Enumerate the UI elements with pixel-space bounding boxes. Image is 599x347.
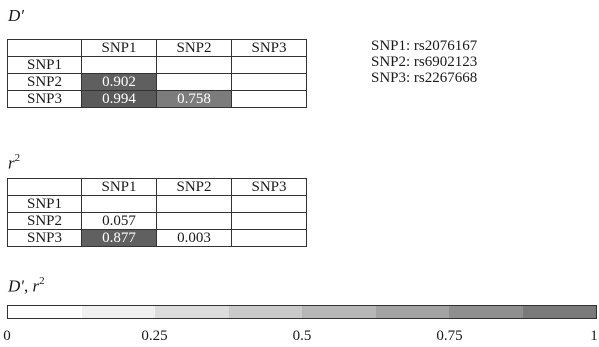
dprime_table-row: SNP2 0.902 — [7, 73, 307, 91]
r2_table-col-header: SNP1 — [81, 178, 157, 196]
color-scale-ticks: 0 0.25 0.5 0.75 1 — [0, 328, 599, 346]
r2_table-value-cell — [231, 195, 307, 213]
dprime_table-header-row: SNP1 SNP2 SNP3 — [7, 39, 307, 57]
dprime_table-value-cell: 0.902 — [81, 73, 157, 91]
color-scale-segment — [155, 306, 229, 318]
scale-label-d: D — [8, 276, 21, 296]
dprime_table-row-header: SNP2 — [7, 73, 82, 91]
r2-label: r2 — [8, 152, 21, 174]
dprime-label-prime: ′ — [20, 6, 24, 25]
r2_table-row-header: SNP3 — [7, 229, 82, 247]
r2_table-value-cell — [156, 212, 232, 230]
dprime_table-value-cell — [81, 56, 157, 74]
dprime_table-value-cell — [231, 73, 307, 91]
r2_table-value-cell: 0.877 — [81, 229, 157, 247]
dprime_table-value-cell: 0.994 — [81, 90, 157, 108]
color-scale-tick-label: 1 — [590, 328, 598, 344]
r2-label-sup: 2 — [14, 152, 21, 164]
dprime_table-col-header: SNP2 — [156, 39, 232, 57]
r2_table-value-cell — [231, 229, 307, 247]
dprime-label-letter: D — [8, 6, 21, 25]
snp-key-line: SNP3: rs2267668 — [371, 70, 478, 86]
dprime_table-value-cell: 0.758 — [156, 90, 232, 108]
r2_table-row: SNP1 — [7, 195, 307, 213]
r2_table-value-cell: 0.057 — [81, 212, 157, 230]
r2_table-row: SNP2 0.057 — [7, 212, 307, 230]
dprime_table-corner-cell — [7, 39, 82, 57]
dprime_table-value-cell — [156, 56, 232, 74]
snp-key-line: SNP1: rs2076167 — [371, 38, 478, 54]
color-scale-segment — [8, 306, 82, 318]
dprime_table-row: SNP1 — [7, 56, 307, 74]
scale-label-sup: 2 — [39, 275, 45, 287]
scale-label-r: r — [32, 276, 40, 296]
dprime_table-col-header: SNP3 — [231, 39, 307, 57]
dprime_table-row: SNP3 0.994 0.758 — [7, 90, 307, 108]
r2-table: SNP1 SNP2 SNP3 SNP1 SNP2 0.057 SNP3 0.877 0.003 — [7, 178, 307, 247]
color-scale-tick-label: 0.5 — [292, 328, 312, 344]
scale-label-prime: ′ — [20, 276, 24, 296]
color-scale-tick-label: 0.25 — [141, 328, 168, 344]
dprime_table-value-cell — [231, 56, 307, 74]
r2_table-value-cell — [156, 195, 232, 213]
r2_table-header-row: SNP1 SNP2 SNP3 — [7, 178, 307, 196]
dprime-table: SNP1 SNP2 SNP3 SNP1 SNP2 0.902 SNP3 0.994 0.758 — [7, 39, 307, 108]
color-scale-segment — [228, 306, 302, 318]
color-scale-segment — [522, 306, 596, 318]
scale-label-sep: , — [24, 276, 33, 296]
dprime_table-value-cell — [156, 73, 232, 91]
r2_table-col-header: SNP2 — [156, 178, 232, 196]
color-scale-segment — [302, 306, 376, 318]
r2_table-row-header: SNP1 — [7, 195, 82, 213]
scale-label: D′, r2 — [8, 275, 45, 297]
dprime-label: D′ — [8, 6, 24, 26]
color-scale-tick-label: 0.75 — [436, 328, 463, 344]
r2_table-value-cell — [81, 195, 157, 213]
r2_table-row-header: SNP2 — [7, 212, 82, 230]
r2_table-corner-cell — [7, 178, 82, 196]
color-scale-segment — [449, 306, 523, 318]
snp-key: SNP1: rs2076167 SNP2: rs6902123 SNP3: rs… — [371, 38, 477, 86]
r2-label-letter: r — [8, 153, 15, 173]
dprime_table-row-header: SNP3 — [7, 90, 82, 108]
color-scale-segment — [81, 306, 155, 318]
color-scale-tick-label: 0 — [3, 328, 11, 344]
color-scale-segment — [375, 306, 449, 318]
r2_table-value-cell: 0.003 — [156, 229, 232, 247]
snp-key-line: SNP2: rs6902123 — [371, 54, 478, 70]
dprime_table-row-header: SNP1 — [7, 56, 82, 74]
dprime_table-col-header: SNP1 — [81, 39, 157, 57]
r2_table-col-header: SNP3 — [231, 178, 307, 196]
r2_table-row: SNP3 0.877 0.003 — [7, 229, 307, 247]
color-scale-bar — [7, 305, 597, 319]
r2_table-value-cell — [231, 212, 307, 230]
dprime_table-value-cell — [231, 90, 307, 108]
